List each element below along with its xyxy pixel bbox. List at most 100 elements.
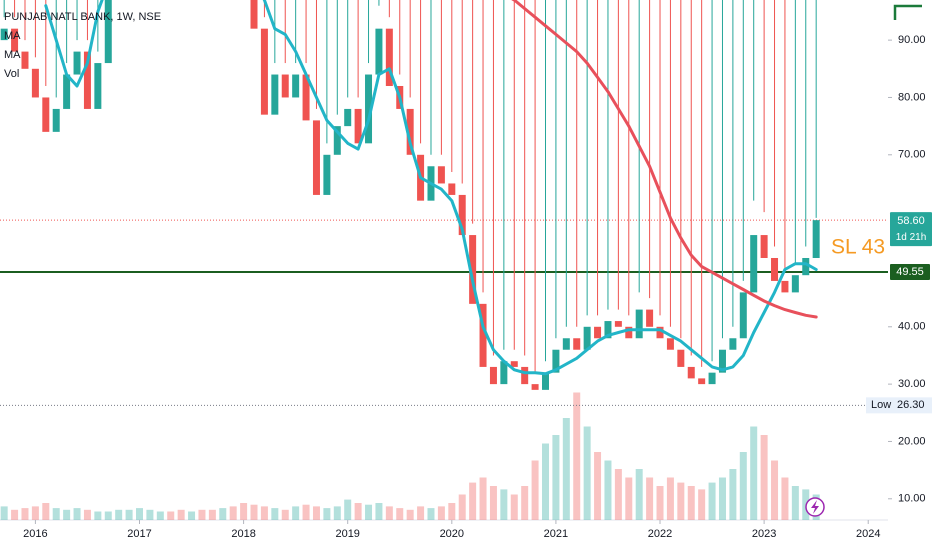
volume-bar <box>323 508 331 520</box>
legend-entry: MA <box>4 30 21 42</box>
volume-bar <box>281 509 289 520</box>
y-tick-label: 90.00 <box>898 34 926 46</box>
candle-body <box>625 326 633 339</box>
alert-icon-bolt <box>811 500 819 514</box>
candle-body <box>802 257 810 276</box>
volume-bar <box>781 477 789 520</box>
candle-body <box>292 74 300 98</box>
volume-bar <box>73 508 81 520</box>
candle-body <box>510 361 518 367</box>
volume-bar <box>115 509 123 520</box>
low-name: Low <box>871 399 891 411</box>
volume-bar <box>302 504 310 520</box>
corner-icon[interactable] <box>893 4 922 20</box>
volume-bar <box>791 486 799 520</box>
volume-bar <box>385 506 393 520</box>
candle-body <box>781 280 789 293</box>
y-tick-label: 20.00 <box>898 435 926 447</box>
candle-body <box>375 28 383 75</box>
x-tick-label: 2017 <box>127 528 151 540</box>
candle-body <box>104 0 112 64</box>
candle-body <box>750 235 758 293</box>
low-badge <box>866 397 932 414</box>
volume-bar <box>469 482 477 520</box>
candle-body <box>302 74 310 121</box>
ma-line <box>44 0 818 376</box>
volume-bar <box>500 489 508 520</box>
volume-bar <box>312 506 320 520</box>
volume-bar <box>156 511 164 520</box>
volume-bar <box>344 499 352 520</box>
volume-bar <box>604 460 612 520</box>
volume-bar <box>63 509 71 520</box>
volume-bar <box>698 489 706 520</box>
volume-bar <box>510 494 518 520</box>
y-tick-label: 30.00 <box>898 378 926 390</box>
candle-body <box>42 97 50 132</box>
candle-body <box>365 74 373 144</box>
candle-body <box>94 63 102 109</box>
volume-bar <box>125 509 133 520</box>
candle-body <box>573 338 581 350</box>
volume-bar <box>219 508 227 520</box>
volume-bar <box>396 508 404 520</box>
candle-body <box>52 108 60 132</box>
last-price-label: 58.60 <box>897 215 925 227</box>
low-label: 26.30 <box>897 399 925 411</box>
volume-bar <box>521 486 529 520</box>
volume-bar <box>83 509 91 520</box>
legend-entry: Vol <box>4 68 19 80</box>
candle-body <box>31 68 39 98</box>
volume-bar <box>760 435 768 520</box>
candle-body <box>552 349 560 373</box>
volume-bar <box>625 477 633 520</box>
candle-body <box>11 28 19 52</box>
volume-bar <box>167 511 175 520</box>
support-label: 49.55 <box>896 266 924 278</box>
candle-body <box>344 108 352 127</box>
x-tick-label: 2019 <box>335 528 359 540</box>
volume-bar <box>583 426 591 520</box>
candle-body <box>771 257 779 281</box>
volume-bar <box>94 511 102 520</box>
candle-body <box>594 326 602 339</box>
volume-bar <box>739 452 747 520</box>
candle-body <box>437 166 445 184</box>
candle-body <box>677 349 685 367</box>
candle-body <box>469 235 477 304</box>
volume-bar <box>594 452 602 520</box>
candle-body <box>812 220 820 258</box>
candle-body <box>698 378 706 385</box>
volume-bar <box>687 486 695 520</box>
volume-bar <box>375 503 383 520</box>
candle-body <box>260 28 268 115</box>
volume-bar <box>292 506 300 520</box>
candle-body <box>500 361 508 385</box>
x-tick-label: 2022 <box>648 528 672 540</box>
candle-body <box>656 326 664 339</box>
volume-bar <box>729 469 737 520</box>
volume-bar <box>677 482 685 520</box>
volume-bar <box>42 503 50 520</box>
x-tick-label: 2020 <box>440 528 464 540</box>
candle-body <box>531 384 539 390</box>
volume-bar <box>188 511 196 520</box>
candle-body <box>542 372 550 390</box>
volume-bar <box>718 477 726 520</box>
candle-body <box>718 349 726 373</box>
volume-bar <box>208 509 216 520</box>
ma-line <box>511 0 818 319</box>
volume-bar <box>417 506 425 520</box>
volume-bar <box>250 504 258 520</box>
volume-bar <box>562 418 570 520</box>
volume-bar <box>198 509 206 520</box>
candle-body <box>583 326 591 350</box>
volume-bar <box>354 503 362 520</box>
candle-body <box>21 51 29 69</box>
volume-bar <box>11 509 19 520</box>
plot-area <box>0 0 888 520</box>
y-tick-label: 40.00 <box>898 321 926 333</box>
support-badge <box>890 264 930 281</box>
volume-bar <box>0 506 8 520</box>
